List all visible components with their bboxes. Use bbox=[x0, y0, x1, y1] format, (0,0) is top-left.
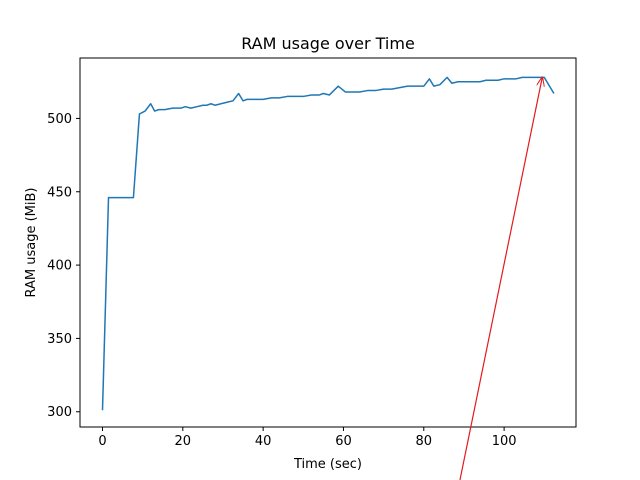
x-tick-label: 100 bbox=[492, 434, 517, 449]
annotations bbox=[459, 77, 542, 480]
x-tick-label: 20 bbox=[175, 434, 192, 449]
plot-area bbox=[101, 76, 555, 411]
x-tick-label: 80 bbox=[416, 434, 433, 449]
y-tick-label: 350 bbox=[47, 332, 72, 347]
plot-frame bbox=[79, 57, 577, 428]
y-tick-label: 300 bbox=[47, 405, 72, 420]
y-tick-label: 500 bbox=[47, 112, 72, 127]
series-line-0 bbox=[101, 76, 555, 411]
y-tick-label: 400 bbox=[47, 259, 72, 274]
x-axis: 0 20 40 60 80 100 bbox=[98, 427, 517, 449]
y-tick-label: 450 bbox=[47, 185, 72, 200]
x-axis-label: Time (sec) bbox=[293, 457, 362, 472]
annotation-arrow bbox=[459, 77, 542, 480]
y-axis: 300 350 400 450 500 bbox=[47, 112, 80, 420]
chart-title: RAM usage over Time bbox=[241, 34, 415, 53]
y-axis-label: RAM usage (MiB) bbox=[24, 188, 39, 298]
x-tick-label: 40 bbox=[255, 434, 272, 449]
x-tick-label: 0 bbox=[98, 434, 106, 449]
x-tick-label: 60 bbox=[335, 434, 352, 449]
